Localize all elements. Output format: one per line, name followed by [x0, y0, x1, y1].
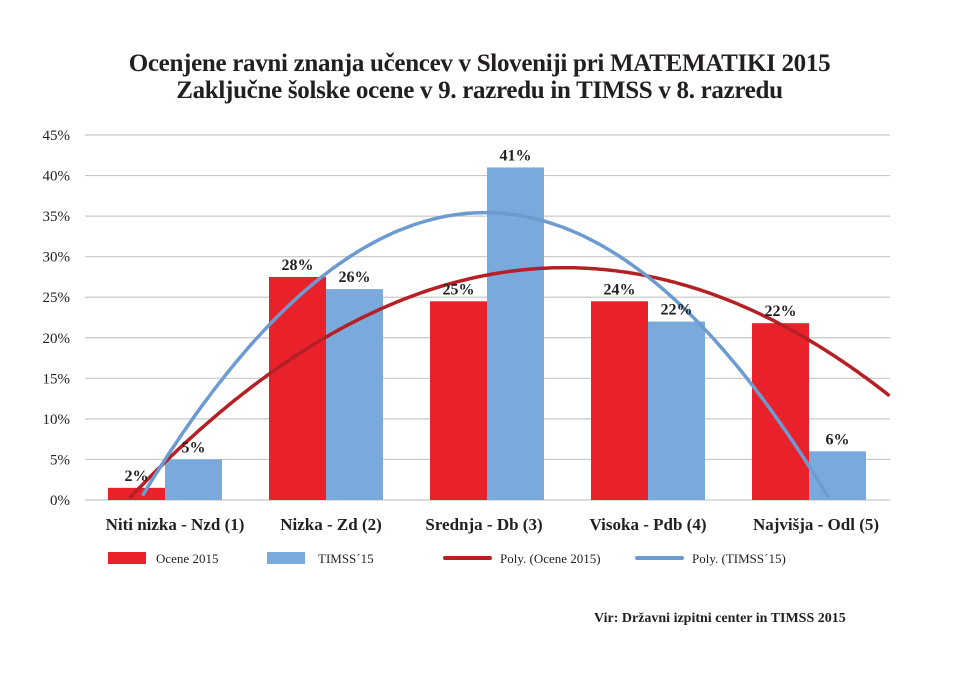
y-tick-label: 5% — [50, 452, 70, 468]
data-label: 22% — [661, 302, 693, 319]
data-label: 24% — [604, 281, 636, 298]
x-tick-label: Nizka - Zd (2) — [280, 515, 382, 534]
legend-label: Poly. (Ocene 2015) — [500, 551, 601, 566]
data-label: 2% — [125, 468, 149, 485]
bar-ocene — [430, 301, 487, 500]
x-tick-label: Niti nizka - Nzd (1) — [106, 515, 245, 534]
bar-timss — [165, 459, 222, 500]
data-label: 22% — [765, 303, 797, 320]
chart-title: Ocenjene ravni znanja učencev v Slovenij… — [128, 50, 831, 77]
y-tick-label: 10% — [43, 412, 71, 428]
bar-ocene — [752, 323, 809, 500]
bar-timss — [487, 167, 544, 500]
bar-ocene — [108, 487, 165, 500]
bar-timss — [809, 451, 866, 500]
y-tick-label: 35% — [43, 209, 71, 225]
y-tick-label: 0% — [50, 493, 70, 509]
data-label: 26% — [339, 269, 371, 286]
trendline-timss — [141, 210, 830, 499]
legend-swatch-timss — [267, 552, 305, 564]
bar-timss — [326, 289, 383, 500]
x-tick-label: Najvišja - Odl (5) — [753, 515, 879, 534]
chart-subtitle: Zaključne šolske ocene v 9. razredu in T… — [176, 77, 783, 104]
y-tick-label: 20% — [43, 331, 71, 347]
bar-timss — [648, 321, 705, 500]
source-note: Vir: Državni izpitni center in TIMSS 201… — [594, 611, 846, 626]
x-tick-label: Visoka - Pdb (4) — [590, 515, 707, 534]
legend-swatch-ocene — [108, 552, 146, 564]
bar-ocene — [591, 301, 648, 500]
data-label: 25% — [443, 281, 475, 298]
y-tick-label: 30% — [43, 250, 71, 266]
y-tick-label: 25% — [43, 290, 71, 306]
trendline-ocene — [128, 265, 891, 500]
data-label: 41% — [500, 147, 532, 164]
y-tick-label: 15% — [43, 371, 71, 387]
legend-label: Ocene 2015 — [156, 551, 218, 566]
data-label: 6% — [826, 431, 850, 448]
x-tick-label: Srednja - Db (3) — [425, 515, 542, 534]
data-label: 5% — [182, 439, 206, 456]
data-label: 28% — [282, 257, 314, 274]
legend-label: Poly. (TIMSS´15) — [692, 551, 786, 566]
y-tick-label: 40% — [43, 169, 71, 185]
y-tick-label: 45% — [43, 128, 71, 144]
bar-ocene — [269, 276, 326, 500]
legend-label: TIMSS´15 — [318, 551, 374, 566]
